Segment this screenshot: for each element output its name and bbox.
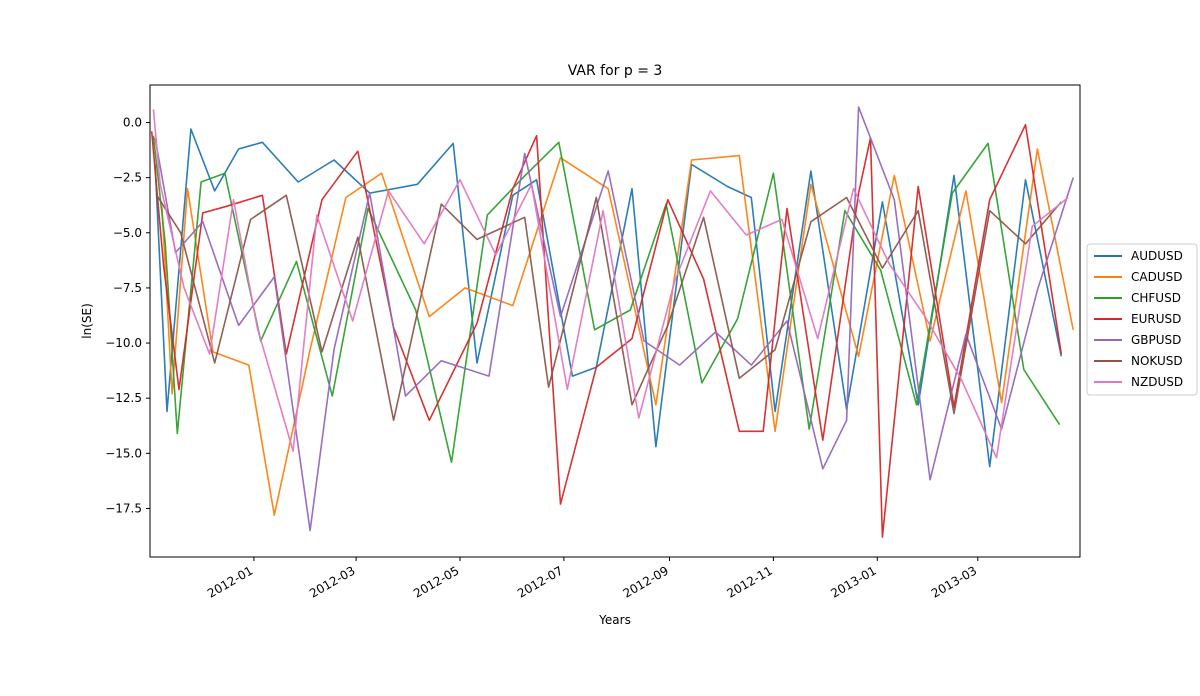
- legend: AUDUSD CADUSD CHFUSD EURUSD GBPUSD NOKUSD NZDU…: [1086, 243, 1198, 396]
- series-line-cadusd: [161, 148, 1074, 516]
- series-line-gbpusd: [154, 106, 1074, 532]
- y-tick-label: 0.0: [123, 115, 142, 129]
- y-tick-label: −17.5: [105, 501, 142, 515]
- y-tick-label: −12.5: [105, 391, 142, 405]
- series-lines: [150, 106, 1074, 538]
- y-tick-label: −15.0: [105, 446, 142, 460]
- legend-label-chfusd: CHFUSD: [1131, 291, 1181, 305]
- chart-title: VAR for p = 3: [568, 63, 663, 79]
- plot-frame: [149, 84, 1081, 558]
- x-axis-label: Years: [598, 613, 631, 627]
- series-line-audusd: [154, 128, 1063, 468]
- legend-label-nokusd: NOKUSD: [1131, 354, 1183, 368]
- legend-box: [1086, 243, 1198, 396]
- y-tick-label: −10.0: [105, 336, 142, 350]
- y-axis: 0.0 −2.5 −5.0 −7.5 −10.0 −12.5 −15.0 −17.5: [105, 115, 150, 515]
- legend-label-eurusd: EURUSD: [1131, 312, 1181, 326]
- series-line-chfusd: [152, 135, 1061, 464]
- y-tick-label: −5.0: [113, 226, 142, 240]
- legend-label-audusd: AUDUSD: [1131, 249, 1183, 263]
- legend-label-cadusd: CADUSD: [1131, 270, 1182, 284]
- plot-area: [149, 84, 1081, 558]
- y-axis-label: ln(SE): [80, 303, 94, 339]
- series-line-nzdusd: [152, 109, 1069, 459]
- legend-label-gbpusd: GBPUSD: [1131, 333, 1181, 347]
- series-line-nokusd: [156, 194, 1062, 422]
- series-line-eurusd: [150, 123, 1063, 538]
- y-tick-label: −7.5: [113, 281, 142, 295]
- legend-label-nzdusd: NZDUSD: [1131, 375, 1183, 389]
- y-tick-label: −2.5: [113, 171, 142, 185]
